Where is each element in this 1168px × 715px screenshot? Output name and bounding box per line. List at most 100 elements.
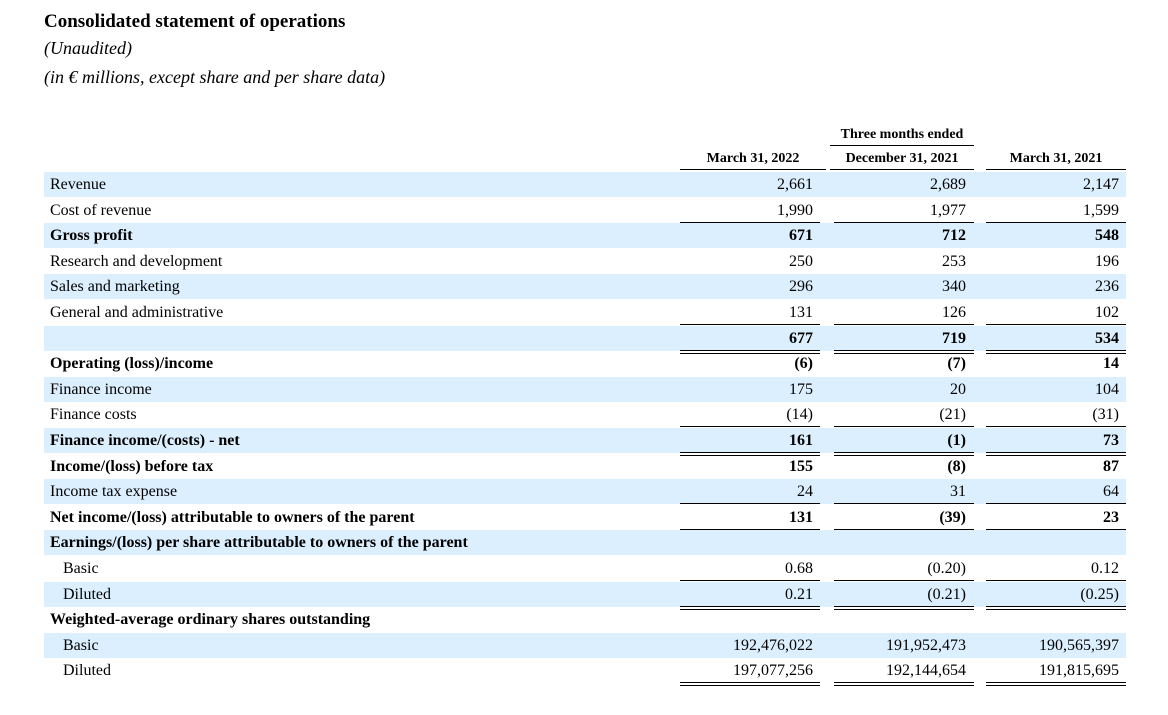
underline-rule bbox=[834, 426, 974, 427]
row-label: Diluted bbox=[63, 662, 111, 679]
row-value: 1,990 bbox=[777, 202, 813, 219]
statement-title: Consolidated statement of operations bbox=[44, 11, 346, 32]
underline-rule bbox=[680, 353, 820, 354]
table-row: Income/(loss) before tax 155 (8) 87 bbox=[44, 454, 1126, 479]
column-header-march-2022: March 31, 2022 bbox=[706, 151, 800, 166]
row-value: 87 bbox=[1103, 458, 1119, 475]
row-value: 64 bbox=[1103, 483, 1119, 500]
table-row: General and administrative 131 126 102 bbox=[44, 300, 1126, 325]
row-label: Finance income bbox=[50, 381, 152, 398]
table-row: Weighted-average ordinary shares outstan… bbox=[44, 607, 1126, 632]
row-label: General and administrative bbox=[50, 304, 224, 321]
column-header-december-2021: December 31, 2021 bbox=[845, 151, 959, 166]
row-label: Earnings/(loss) per share attributable t… bbox=[50, 534, 468, 551]
table-row: Finance income/(costs) - net 161 (1) 73 bbox=[44, 428, 1126, 453]
underline-rule bbox=[680, 529, 820, 530]
row-value: 296 bbox=[789, 278, 813, 295]
underline-rule bbox=[986, 222, 1126, 223]
table-row: Cost of revenue 1,990 1,977 1,599 bbox=[44, 198, 1126, 223]
underline-rule bbox=[680, 685, 820, 686]
row-value: 253 bbox=[942, 253, 966, 270]
row-value: 126 bbox=[942, 304, 966, 321]
row-value: 340 bbox=[942, 278, 966, 295]
underline-rule bbox=[834, 222, 974, 223]
table-row: 677 719 534 bbox=[44, 326, 1126, 351]
row-label: Gross profit bbox=[50, 227, 133, 244]
row-value: 671 bbox=[789, 227, 813, 244]
row-value: 2,661 bbox=[777, 176, 813, 193]
row-value: 0.21 bbox=[785, 586, 813, 603]
underline-rule bbox=[986, 503, 1126, 504]
table-row: Finance costs (14) (21) (31) bbox=[44, 402, 1126, 427]
underline-rule bbox=[680, 609, 820, 610]
underline-rule bbox=[680, 503, 820, 504]
column-rule bbox=[830, 169, 974, 170]
row-label: Diluted bbox=[63, 586, 111, 603]
row-value: 31 bbox=[950, 483, 966, 500]
underline-rule bbox=[834, 685, 974, 686]
underline-rule bbox=[680, 222, 820, 223]
row-value: 14 bbox=[1103, 355, 1119, 372]
row-value: (1) bbox=[947, 432, 966, 449]
underline-rule bbox=[834, 353, 974, 354]
underline-rule bbox=[834, 503, 974, 504]
row-value: 1,977 bbox=[930, 202, 966, 219]
underline-rule bbox=[680, 350, 820, 351]
row-value: 0.68 bbox=[785, 560, 813, 577]
row-value: (0.25) bbox=[1080, 586, 1119, 603]
row-value: 236 bbox=[1095, 278, 1119, 295]
row-value: 719 bbox=[942, 330, 966, 347]
underline-rule bbox=[834, 606, 974, 607]
column-group-rule bbox=[830, 145, 974, 146]
row-value: (14) bbox=[786, 406, 813, 423]
row-value: 712 bbox=[942, 227, 966, 244]
underline-rule bbox=[834, 324, 974, 325]
row-value: (31) bbox=[1092, 406, 1119, 423]
row-value: 131 bbox=[789, 304, 813, 321]
row-value: 191,815,695 bbox=[1039, 662, 1119, 679]
table-row: Net income/(loss) attributable to owners… bbox=[44, 505, 1126, 530]
underline-rule bbox=[834, 529, 974, 530]
row-value: 197,077,256 bbox=[733, 662, 813, 679]
row-value: 191,952,473 bbox=[886, 637, 966, 654]
underline-rule bbox=[834, 350, 974, 351]
row-value: (0.20) bbox=[927, 560, 966, 577]
underline-rule bbox=[834, 580, 974, 581]
table-row: Earnings/(loss) per share attributable t… bbox=[44, 530, 1126, 555]
underline-rule bbox=[680, 452, 820, 453]
row-value: 2,147 bbox=[1083, 176, 1119, 193]
row-value: 23 bbox=[1103, 509, 1119, 526]
underline-rule bbox=[680, 455, 820, 456]
row-value: (7) bbox=[947, 355, 966, 372]
underline-rule bbox=[680, 580, 820, 581]
row-value: 192,476,022 bbox=[733, 637, 813, 654]
row-value: 548 bbox=[1095, 227, 1119, 244]
underline-rule bbox=[834, 455, 974, 456]
underline-rule bbox=[986, 324, 1126, 325]
underline-rule bbox=[986, 455, 1126, 456]
row-label: Basic bbox=[63, 637, 99, 654]
underline-rule bbox=[986, 426, 1126, 427]
row-value: 192,144,654 bbox=[886, 662, 966, 679]
row-label: Weighted-average ordinary shares outstan… bbox=[50, 611, 371, 628]
row-value: 161 bbox=[789, 432, 813, 449]
table-row: Finance income 175 20 104 bbox=[44, 377, 1126, 402]
unaudited-note: (Unaudited) bbox=[44, 38, 132, 58]
row-value: 196 bbox=[1095, 253, 1119, 270]
table-row: Income tax expense 24 31 64 bbox=[44, 479, 1126, 504]
row-value: 0.12 bbox=[1091, 560, 1119, 577]
row-label: Income tax expense bbox=[50, 483, 178, 500]
row-label: Research and development bbox=[50, 253, 223, 270]
row-label: Operating (loss)/income bbox=[50, 355, 214, 372]
row-value: 73 bbox=[1103, 432, 1119, 449]
units-note: (in € millions, except share and per sha… bbox=[44, 67, 386, 87]
row-value: 102 bbox=[1095, 304, 1119, 321]
underline-rule bbox=[986, 350, 1126, 351]
column-rule bbox=[986, 169, 1126, 170]
table-row: Operating (loss)/income (6) (7) 14 bbox=[44, 351, 1126, 376]
row-value: 534 bbox=[1095, 330, 1119, 347]
row-label: Finance costs bbox=[50, 406, 137, 423]
table-row: Gross profit 671 712 548 bbox=[44, 223, 1126, 248]
underline-rule bbox=[986, 606, 1126, 607]
underline-rule bbox=[986, 353, 1126, 354]
